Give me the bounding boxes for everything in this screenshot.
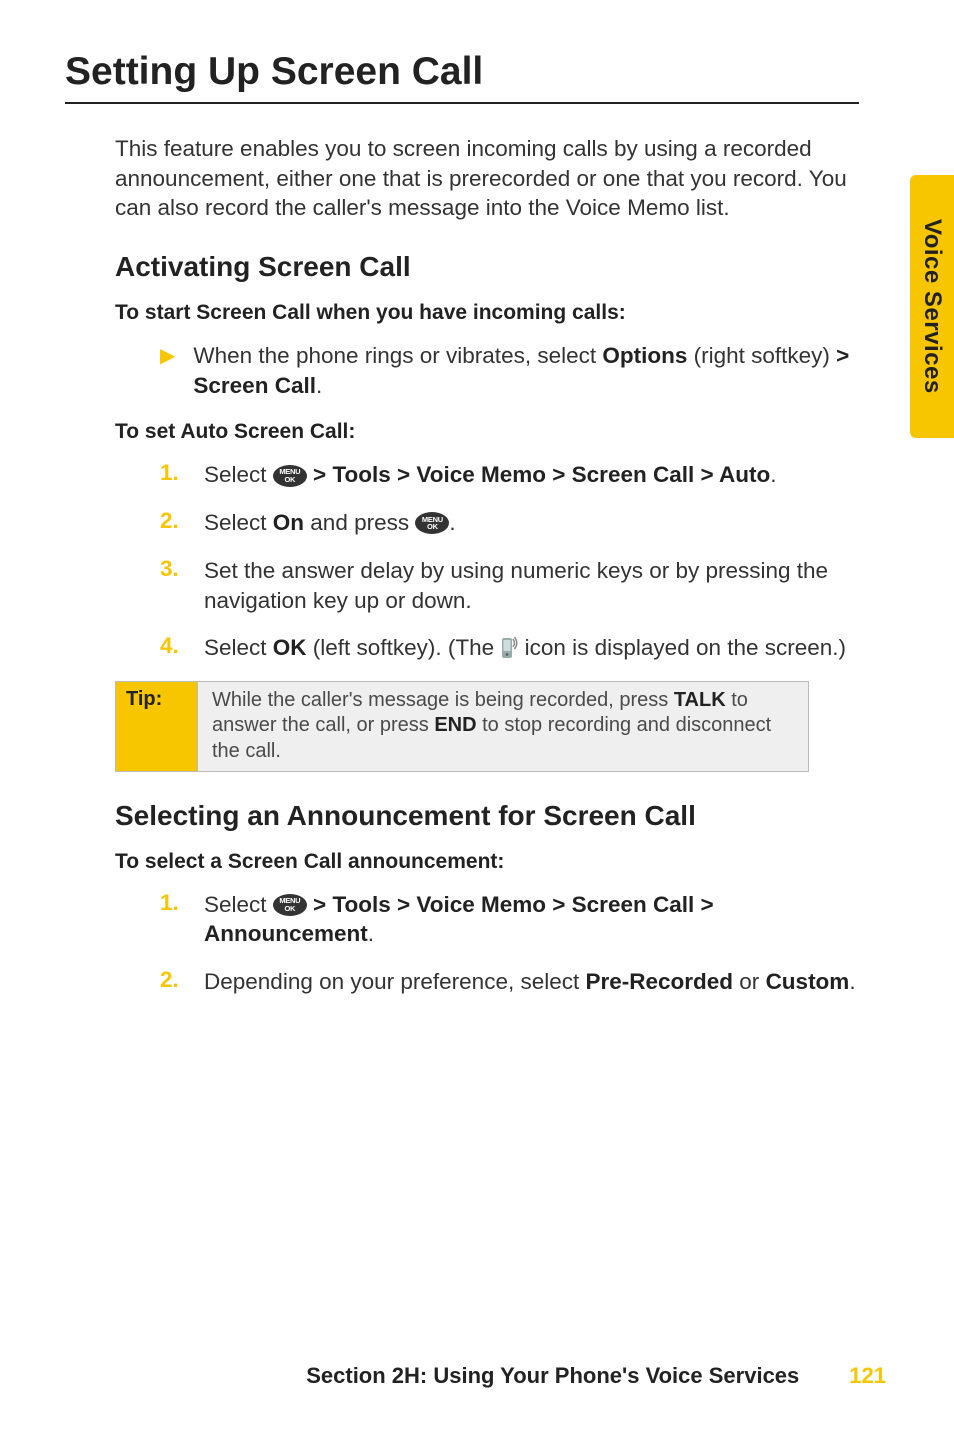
text: Select	[204, 510, 273, 535]
text: Select	[204, 635, 273, 660]
footer-page-number: 121	[849, 1363, 886, 1389]
bold: > Tools > Voice Memo > Screen Call > Aut…	[307, 462, 770, 487]
step-text: Set the answer delay by using numeric ke…	[204, 556, 859, 615]
phone-signal-icon	[500, 635, 518, 659]
step-text: Select OK (left softkey). (The icon is d…	[204, 633, 846, 663]
text: .	[449, 510, 455, 535]
bold: Custom	[766, 969, 850, 994]
bold: END	[434, 714, 476, 736]
selecting-heading: Selecting an Announcement for Screen Cal…	[115, 800, 859, 832]
bullet-item: ▶ When the phone rings or vibrates, sele…	[160, 341, 859, 400]
list-item: 1. Select MENUOK > Tools > Voice Memo > …	[160, 460, 859, 490]
page-content: Setting Up Screen Call This feature enab…	[0, 0, 954, 997]
step-number: 4.	[160, 633, 186, 659]
menu-key-icon: MENUOK	[415, 512, 449, 534]
list-item: 1. Select MENUOK > Tools > Voice Memo > …	[160, 890, 859, 949]
bullet-text: When the phone rings or vibrates, select…	[193, 341, 859, 400]
step-number: 2.	[160, 967, 186, 993]
bold: TALK	[674, 689, 726, 711]
text: When the phone rings or vibrates, select	[193, 343, 602, 368]
menu-key-icon: MENUOK	[273, 894, 307, 916]
text: (right softkey)	[687, 343, 836, 368]
text: .	[316, 373, 322, 398]
list-item: 4. Select OK (left softkey). (The icon i…	[160, 633, 859, 663]
text: .	[770, 462, 776, 487]
bold: Pre-Recorded	[586, 969, 734, 994]
step-text: Select MENUOK > Tools > Voice Memo > Scr…	[204, 890, 859, 949]
tip-label: Tip:	[116, 682, 198, 771]
bold: On	[273, 510, 304, 535]
list-item: 2. Select On and press MENUOK.	[160, 508, 859, 538]
activating-sub2: To set Auto Screen Call:	[115, 420, 859, 444]
text: or	[733, 969, 766, 994]
step-number: 1.	[160, 460, 186, 486]
activating-sub1: To start Screen Call when you have incom…	[115, 301, 859, 325]
select-steps: 1. Select MENUOK > Tools > Voice Memo > …	[160, 890, 859, 997]
footer-section: Section 2H: Using Your Phone's Voice Ser…	[306, 1363, 799, 1389]
page-title: Setting Up Screen Call	[65, 50, 859, 94]
step-text: Depending on your preference, select Pre…	[204, 967, 856, 997]
step-number: 1.	[160, 890, 186, 916]
text: Depending on your preference, select	[204, 969, 586, 994]
side-tab: Voice Services	[910, 175, 954, 438]
text: icon is displayed on the screen.)	[518, 635, 846, 660]
selecting-sub: To select a Screen Call announcement:	[115, 850, 859, 874]
step-text: Select On and press MENUOK.	[204, 508, 456, 538]
text: OK	[427, 523, 438, 531]
step-number: 3.	[160, 556, 186, 582]
title-rule	[65, 102, 859, 104]
text: Select	[204, 462, 273, 487]
bold: OK	[273, 635, 307, 660]
text: While the caller's message is being reco…	[212, 689, 674, 711]
list-item: 2. Depending on your preference, select …	[160, 967, 859, 997]
menu-key-icon: MENUOK	[273, 465, 307, 487]
list-item: 3. Set the answer delay by using numeric…	[160, 556, 859, 615]
intro-paragraph: This feature enables you to screen incom…	[115, 134, 859, 223]
bold: Options	[602, 343, 687, 368]
text: and press	[304, 510, 415, 535]
text: .	[368, 921, 374, 946]
page-footer: Section 2H: Using Your Phone's Voice Ser…	[0, 1363, 954, 1389]
text: (left softkey). (The	[307, 635, 501, 660]
step-text: Select MENUOK > Tools > Voice Memo > Scr…	[204, 460, 777, 490]
triangle-bullet-icon: ▶	[160, 343, 175, 368]
tip-body: While the caller's message is being reco…	[198, 682, 808, 771]
text: .	[849, 969, 855, 994]
tip-box: Tip: While the caller's message is being…	[115, 681, 809, 772]
side-tab-label: Voice Services	[918, 219, 946, 394]
auto-steps: 1. Select MENUOK > Tools > Voice Memo > …	[160, 460, 859, 662]
activating-heading: Activating Screen Call	[115, 251, 859, 283]
text: Select	[204, 892, 273, 917]
step-number: 2.	[160, 508, 186, 534]
text: OK	[284, 476, 295, 484]
text: OK	[284, 905, 295, 913]
